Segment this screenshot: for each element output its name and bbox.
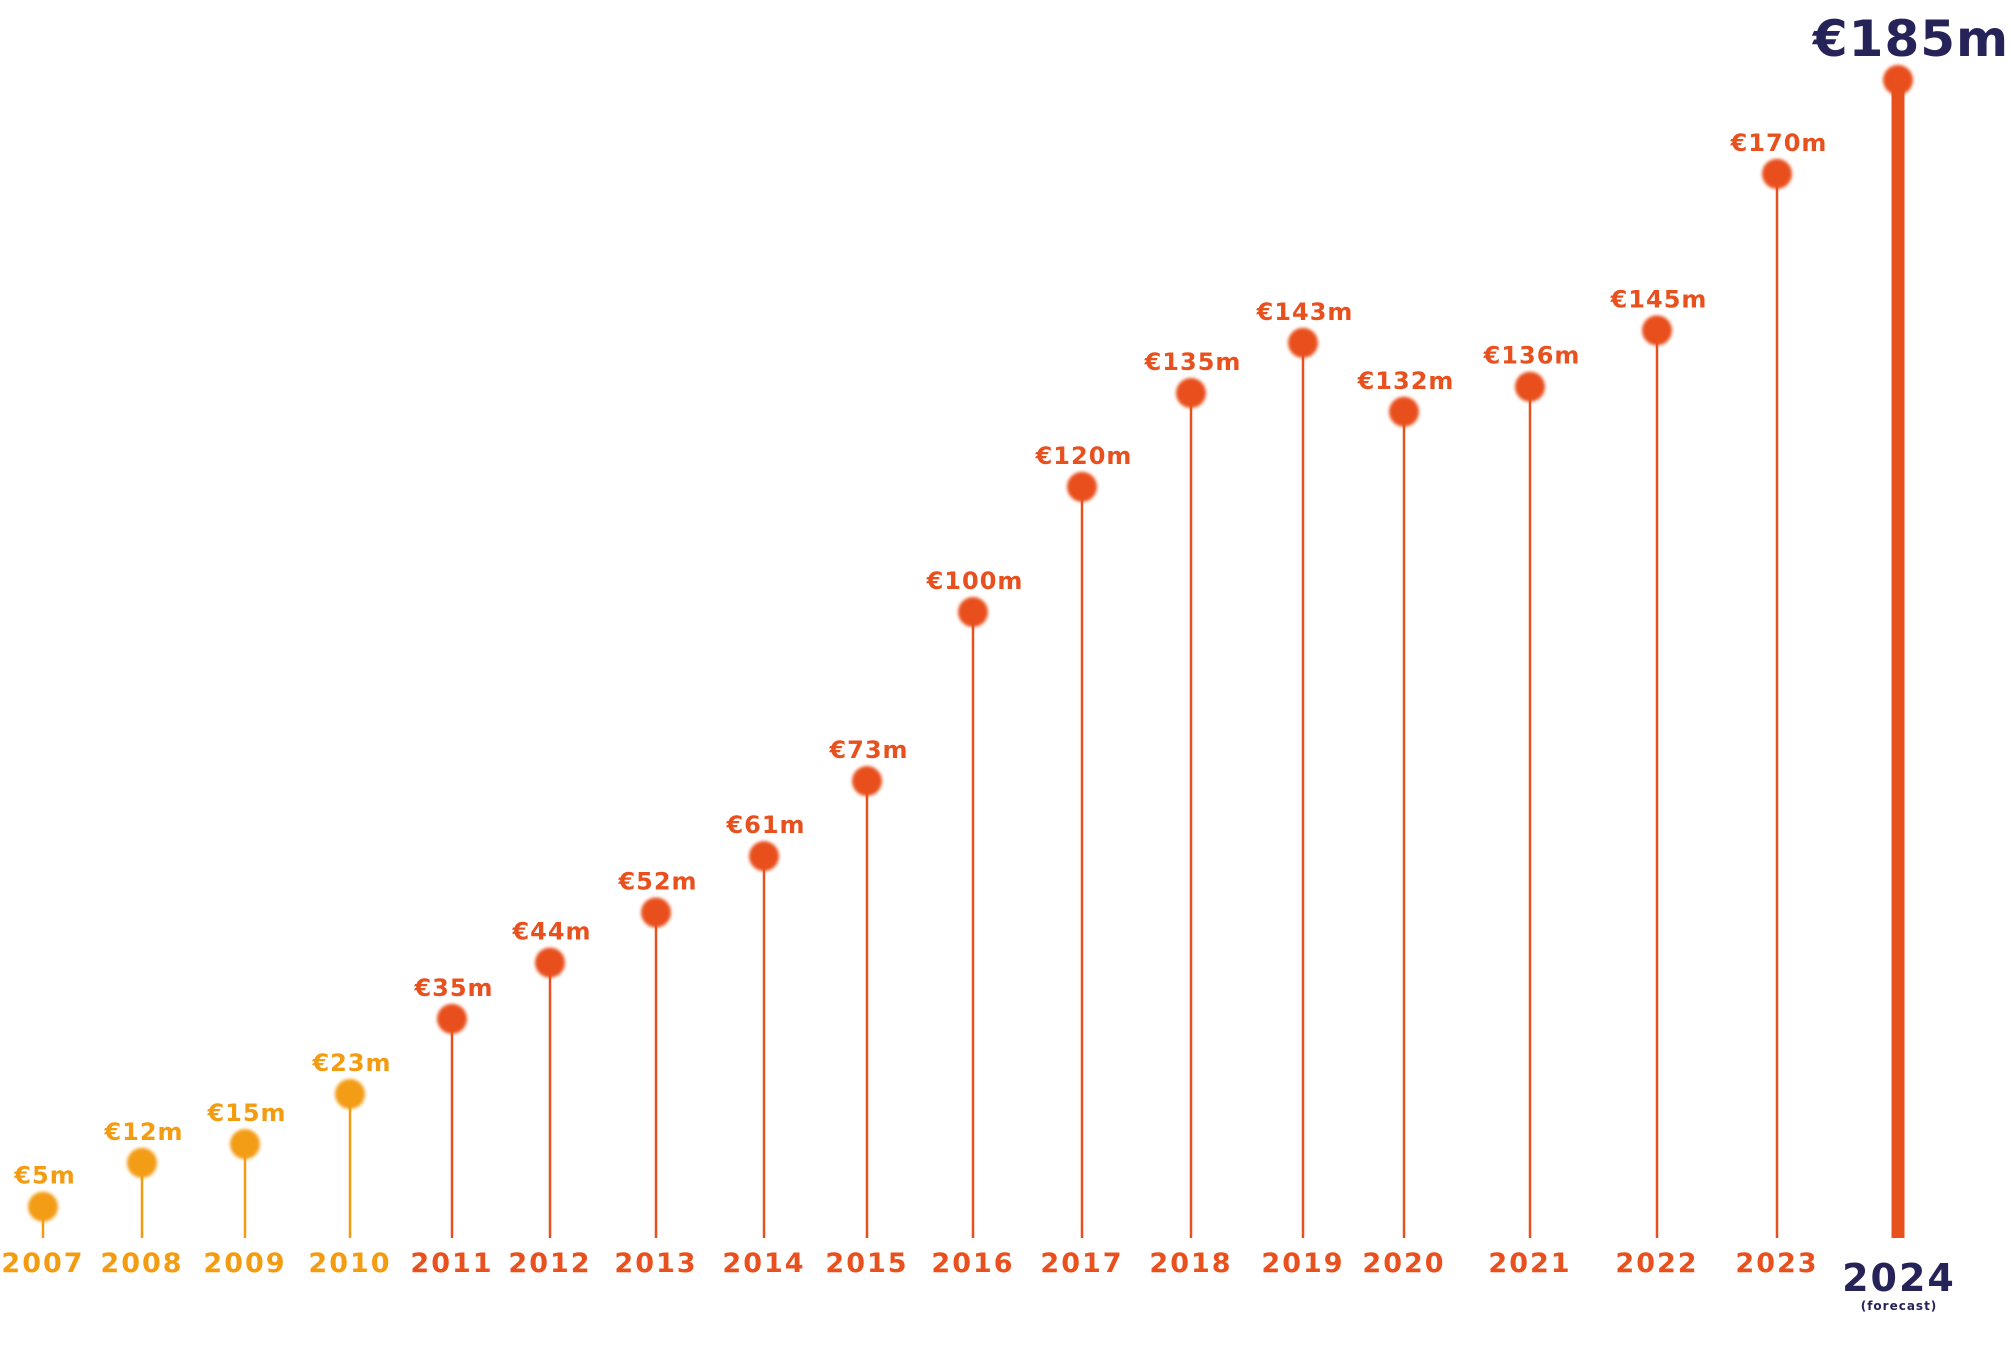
dot-2012 bbox=[535, 947, 565, 978]
value-label-2008: €12m bbox=[103, 1118, 183, 1146]
dot-2011 bbox=[437, 1003, 467, 1034]
year-label-2018: 2018 bbox=[1149, 1248, 1232, 1279]
year-label-2019: 2019 bbox=[1261, 1248, 1344, 1279]
value-label-2009: €15m bbox=[206, 1099, 286, 1127]
year-label-2007: 2007 bbox=[1, 1248, 84, 1279]
year-label-2020: 2020 bbox=[1362, 1248, 1445, 1279]
value-label-2011: €35m bbox=[413, 974, 493, 1002]
value-label-2022: €145m bbox=[1610, 285, 1708, 313]
value-label-2007: €5m bbox=[13, 1162, 75, 1190]
dot-2010 bbox=[335, 1079, 365, 1110]
value-label-2015: €73m bbox=[828, 736, 908, 764]
value-label-2021: €136m bbox=[1483, 342, 1581, 370]
year-label-2016: 2016 bbox=[931, 1248, 1014, 1279]
year-label-2010: 2010 bbox=[308, 1248, 391, 1279]
value-label-2024: €185m bbox=[1812, 10, 2009, 68]
value-label-2012: €44m bbox=[511, 918, 591, 946]
dot-2019 bbox=[1288, 327, 1318, 358]
dot-2020 bbox=[1389, 396, 1419, 427]
year-label-2023: 2023 bbox=[1735, 1248, 1818, 1279]
dot-2022 bbox=[1642, 315, 1672, 346]
forecast-note-2024: (forecast) bbox=[1861, 1299, 1938, 1313]
value-label-2010: €23m bbox=[311, 1049, 391, 1077]
dot-2017 bbox=[1067, 471, 1097, 502]
year-label-2013: 2013 bbox=[614, 1248, 697, 1279]
dot-2015 bbox=[852, 766, 882, 797]
value-label-2019: €143m bbox=[1256, 298, 1354, 326]
dot-2018 bbox=[1176, 377, 1206, 408]
value-label-2017: €120m bbox=[1035, 442, 1133, 470]
dot-2009 bbox=[230, 1129, 260, 1160]
dot-2016 bbox=[958, 597, 988, 628]
year-label-2021: 2021 bbox=[1488, 1248, 1571, 1279]
year-label-2008: 2008 bbox=[100, 1248, 183, 1279]
value-label-2016: €100m bbox=[926, 567, 1024, 595]
value-label-2023: €170m bbox=[1730, 129, 1828, 157]
year-label-2015: 2015 bbox=[825, 1248, 908, 1279]
dot-2021 bbox=[1515, 371, 1545, 402]
year-label-2009: 2009 bbox=[203, 1248, 286, 1279]
dot-2007 bbox=[28, 1191, 58, 1222]
dot-2013 bbox=[641, 897, 671, 928]
value-label-2014: €61m bbox=[725, 811, 805, 839]
value-label-2018: €135m bbox=[1144, 348, 1242, 376]
value-label-2013: €52m bbox=[617, 868, 697, 896]
dot-2014 bbox=[749, 841, 779, 872]
year-label-2014: 2014 bbox=[722, 1248, 805, 1279]
dot-2023 bbox=[1762, 158, 1792, 189]
year-label-2012: 2012 bbox=[508, 1248, 591, 1279]
year-label-2017: 2017 bbox=[1040, 1248, 1123, 1279]
year-label-2011: 2011 bbox=[410, 1248, 493, 1279]
year-label-2022: 2022 bbox=[1615, 1248, 1698, 1279]
value-label-2020: €132m bbox=[1357, 367, 1455, 395]
year-label-2024: 2024 bbox=[1842, 1256, 1956, 1300]
dot-2024 bbox=[1883, 65, 1913, 95]
dot-2008 bbox=[127, 1147, 157, 1178]
